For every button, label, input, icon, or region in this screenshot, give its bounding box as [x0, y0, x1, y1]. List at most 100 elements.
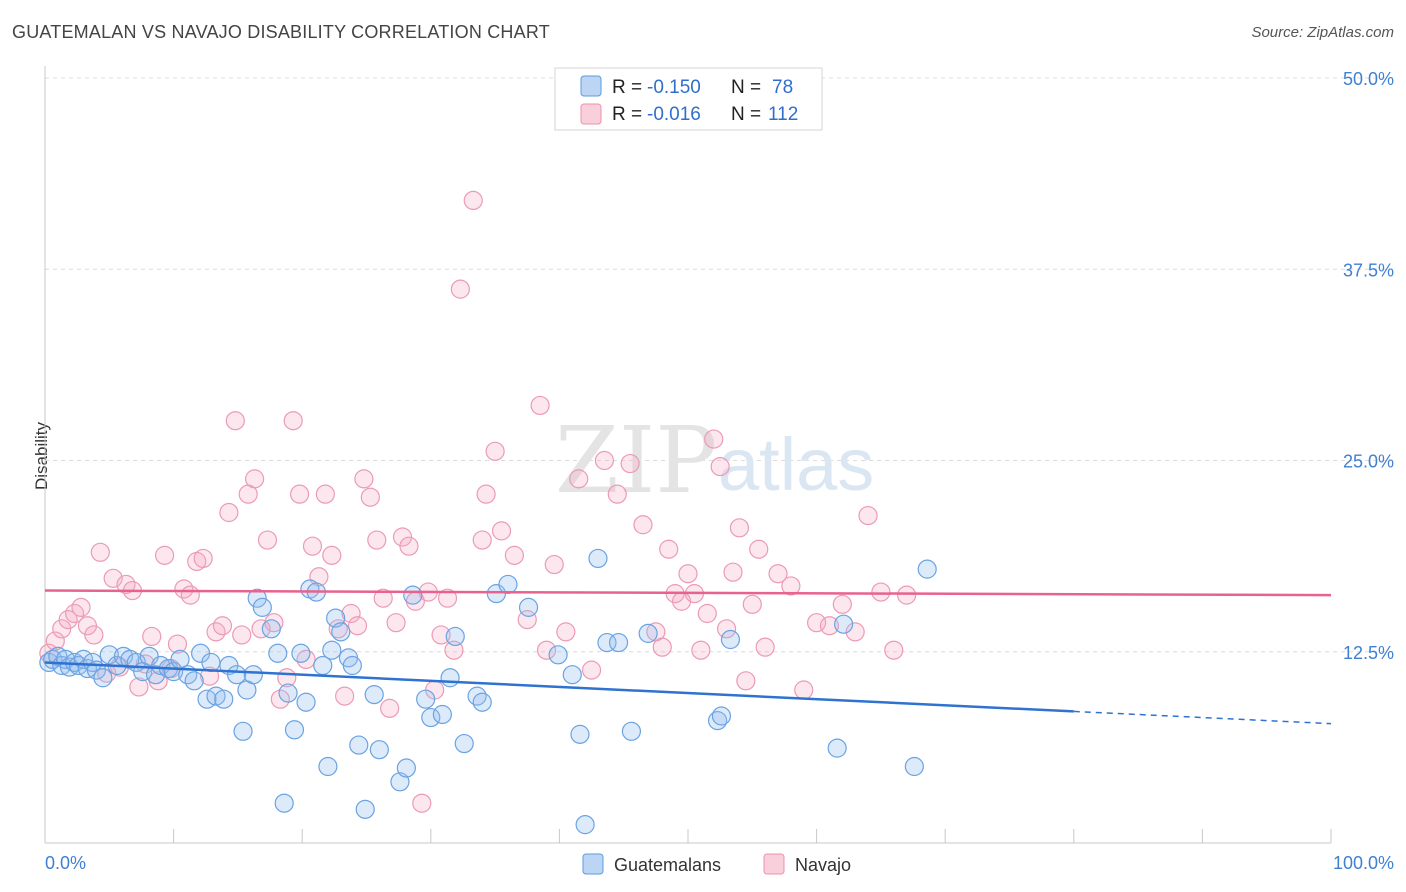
navajo-point: [819, 616, 840, 636]
guatemalan-point: [227, 665, 247, 685]
legend-r-label: R =: [612, 77, 642, 98]
navajo-trend-line: [44, 589, 1332, 597]
navajo-point: [723, 562, 743, 582]
guatemalan-trend-extension: [1073, 710, 1332, 725]
navajo-point: [347, 616, 368, 636]
navajo-point: [729, 518, 750, 538]
legend-label-guatemalans: Guatemalans: [614, 855, 721, 875]
navajo-point: [367, 530, 387, 550]
guatemalan-point: [638, 623, 658, 643]
navajo-point: [219, 502, 239, 523]
guatemalan-point: [206, 686, 226, 706]
navajo-point: [322, 545, 342, 565]
navajo-point: [871, 582, 891, 602]
guatemalan-point: [99, 645, 119, 665]
navajo-point: [897, 585, 917, 605]
guatemalan-point: [518, 597, 539, 617]
navajo-point: [296, 649, 316, 670]
y-tick-label: 50.0%: [1343, 69, 1394, 89]
navajo-point: [315, 484, 335, 504]
navajo-point: [193, 548, 213, 569]
navajo-point: [167, 634, 188, 654]
guatemalan-point: [93, 668, 113, 688]
guatemalan-trend-line: [44, 661, 1074, 713]
guatemalan-point: [369, 740, 389, 760]
watermark: ZIP atlas: [555, 407, 874, 514]
navajo-point: [794, 680, 814, 700]
navajo-point: [581, 660, 602, 680]
guatemalan-point: [355, 799, 375, 819]
guatemalan-point: [331, 622, 351, 642]
navajo-point: [569, 469, 589, 489]
chart-title: GUATEMALAN VS NAVAJO DISABILITY CORRELAT…: [12, 22, 550, 42]
guatemalan-point: [214, 689, 234, 709]
navajo-point: [232, 625, 252, 645]
x-tick-label: 100.0%: [1333, 853, 1394, 873]
navajo-point: [556, 622, 576, 642]
navajo-point: [360, 487, 380, 507]
legend-n-value: 78: [772, 77, 793, 98]
guatemalan-point: [364, 684, 384, 705]
navajo-point: [354, 469, 374, 489]
navajo-point: [742, 594, 762, 614]
navajo-point: [594, 450, 615, 471]
guatemalan-point: [421, 707, 441, 728]
navajo-point: [768, 564, 788, 584]
guatemalan-point: [445, 626, 465, 647]
navajo-point: [858, 505, 878, 526]
navajo-point: [633, 515, 653, 535]
guatemalan-point: [322, 640, 342, 660]
guatemalan-point: [588, 548, 608, 569]
navajo-point: [781, 576, 801, 596]
navajo-point: [652, 637, 672, 657]
guatemalan-point: [720, 629, 741, 650]
navajo-point: [180, 585, 200, 605]
navajo-point: [257, 530, 278, 550]
legend-swatch-guatemalans: [582, 853, 604, 875]
guatemalan-point: [184, 671, 204, 691]
guatemalan-point: [621, 721, 642, 741]
legend-r-label: R =: [612, 104, 642, 125]
navajo-point: [225, 411, 245, 431]
navajo-point: [84, 625, 104, 645]
navajo-point: [45, 631, 65, 651]
guatemalan-point: [416, 689, 436, 709]
x-tick-label: 0.0%: [45, 853, 86, 873]
guatemalan-point: [349, 735, 369, 755]
navajo-point: [678, 564, 698, 584]
y-tick-label: 37.5%: [1343, 260, 1394, 280]
legend-n-label: N =: [731, 77, 761, 98]
guatemalan-point: [608, 632, 629, 653]
navajo-point: [491, 521, 512, 541]
guatemalan-point: [278, 683, 298, 703]
navajo-point: [463, 190, 483, 210]
navajo-point: [697, 603, 717, 624]
guatemalan-point: [291, 643, 311, 663]
gridlines: [45, 77, 1394, 653]
guatemalan-point: [201, 652, 221, 673]
legend-swatch-navajo: [580, 103, 602, 125]
y-tick-label: 25.0%: [1343, 452, 1394, 472]
navajo-point: [290, 484, 310, 504]
guatemalan-point: [575, 815, 595, 835]
navajo-point: [544, 554, 564, 575]
legend-swatch-navajo: [763, 853, 785, 875]
navajo-point: [129, 677, 149, 697]
guatemalan-point: [498, 574, 518, 595]
navajo-point: [736, 671, 756, 691]
guatemalan-point: [904, 756, 924, 777]
navajo-point: [530, 395, 550, 416]
guatemalan-point: [247, 588, 267, 608]
navajo-point: [335, 686, 355, 706]
navajo-point: [212, 616, 233, 636]
navajo-point: [659, 539, 679, 559]
guatemalan-points: [39, 548, 937, 835]
guatemalan-point: [252, 597, 272, 617]
guatemalan-point: [917, 559, 937, 579]
navajo-point: [504, 545, 524, 565]
navajo-point: [283, 411, 303, 431]
navajo-point: [450, 279, 470, 299]
guatemalan-point: [711, 706, 732, 726]
guatemalan-point: [440, 668, 460, 688]
navajo-point: [476, 484, 496, 504]
